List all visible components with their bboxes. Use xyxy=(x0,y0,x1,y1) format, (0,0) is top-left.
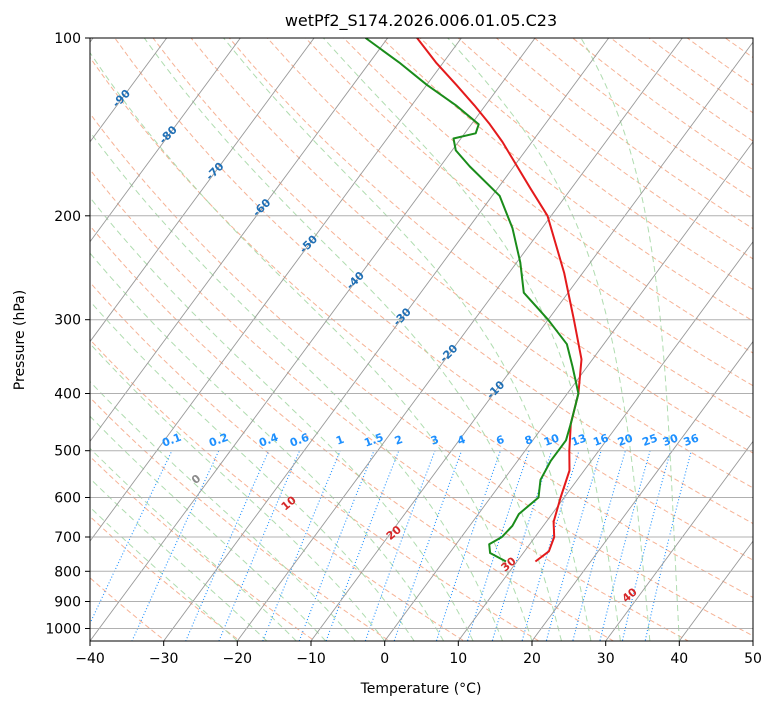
y-tick-label: 600 xyxy=(54,491,81,507)
dry-adiabat-line xyxy=(90,338,466,641)
moist-adiabat-line xyxy=(90,415,327,641)
y-tick-label: 800 xyxy=(54,564,81,580)
mixing-ratio-label: 25 xyxy=(641,432,660,449)
moist-adiabat-line xyxy=(223,38,592,641)
dry-adiabat-line xyxy=(90,577,167,641)
dry-adiabat-line xyxy=(90,56,753,599)
sounding-profiles xyxy=(365,38,583,563)
mixing-ratio-label: 20 xyxy=(616,431,635,449)
y-tick-label: 400 xyxy=(54,387,81,403)
moist-adiabat-line xyxy=(447,38,651,641)
x-tick-label: 50 xyxy=(744,651,762,667)
dry-adiabat-line xyxy=(90,396,391,641)
moist-adiabat-line xyxy=(90,131,503,641)
mixing-ratio-label: 6 xyxy=(494,433,506,448)
dry-adiabat-line xyxy=(304,38,753,387)
mixing-ratio-label: 13 xyxy=(569,432,588,449)
mixing-ratio-label: 8 xyxy=(523,433,535,448)
mixing-ratio-label: 1.5 xyxy=(362,431,385,450)
mixing-ratio-label: 0.2 xyxy=(207,431,230,450)
isotherm-line xyxy=(384,141,753,641)
temperature-profile-line xyxy=(416,38,583,563)
x-axis: −40 −30 −20 −10 0 10 20 30 40 50 xyxy=(75,641,762,667)
moist-adiabat-line xyxy=(323,38,621,641)
isotherm-line xyxy=(310,41,753,641)
mixing-ratio-label: 0.1 xyxy=(160,431,183,450)
dewpoint-profile-line xyxy=(365,38,580,563)
mixing-ratio-label: 10 xyxy=(542,431,561,449)
isotherm-line xyxy=(90,38,462,542)
isotherm-line xyxy=(90,38,389,443)
dry-adiabat-line xyxy=(152,38,753,525)
x-axis-title: Temperature (°C) xyxy=(360,681,482,697)
plot-area xyxy=(90,38,753,641)
moist-adiabat-line xyxy=(90,300,415,641)
moist-adiabat-line xyxy=(143,38,562,641)
moist-adiabat-line xyxy=(90,447,297,641)
y-axis: 1000 900 800 700 600 500 400 300 200 100 xyxy=(45,31,90,638)
x-tick-label: −30 xyxy=(149,651,179,667)
moist-adiabat-line xyxy=(90,51,533,641)
x-tick-label: −40 xyxy=(75,651,105,667)
plot-frame xyxy=(89,37,754,642)
y-tick-label: 300 xyxy=(54,313,81,329)
isotherm-line xyxy=(90,38,315,343)
isotherm-line xyxy=(531,340,753,641)
x-tick-label: 20 xyxy=(523,651,541,667)
x-tick-label: 40 xyxy=(670,651,688,667)
mixing-ratio-label: 36 xyxy=(682,431,701,449)
isotherm-line xyxy=(236,38,683,641)
x-tick-label: −10 xyxy=(296,651,326,667)
mixing-ratio-label: 3 xyxy=(429,433,441,448)
mixing-ratio-label: 0.6 xyxy=(288,431,311,450)
x-tick-label: 0 xyxy=(380,651,389,667)
isotherm-line xyxy=(605,440,753,641)
moist-adiabat-line xyxy=(90,342,386,641)
dry-adiabat-line xyxy=(90,112,753,637)
moist-adiabat-line xyxy=(90,506,238,641)
isotherm-line xyxy=(457,240,753,641)
isotherm-line xyxy=(90,38,536,641)
y-axis-title: Pressure (hPa) xyxy=(12,290,28,390)
mixing-ratio-label: 2 xyxy=(393,433,405,448)
mixing-ratio-label: 4 xyxy=(456,433,468,448)
dry-adiabat-line xyxy=(90,168,690,641)
y-tick-label: 700 xyxy=(54,530,81,546)
moist-adiabat-line xyxy=(90,380,356,641)
dry-adiabat-line xyxy=(266,38,753,420)
moist-adiabat-line xyxy=(90,477,268,641)
mixing-ratio-label: 1 xyxy=(334,433,346,448)
chart-title: wetPf2_S174.2026.006.01.05.C23 xyxy=(285,11,557,31)
pressure-gridlines xyxy=(90,38,753,629)
y-tick-label: 1000 xyxy=(45,622,81,638)
x-tick-label: 30 xyxy=(597,651,615,667)
isotherm-line xyxy=(163,38,610,641)
y-tick-label: 200 xyxy=(54,209,81,225)
x-tick-label: 10 xyxy=(449,651,467,667)
mixing-ratio-label: 0.4 xyxy=(257,431,280,450)
mixing-ratio-label: 30 xyxy=(661,431,680,449)
isotherm-line xyxy=(90,38,241,243)
y-tick-label: 900 xyxy=(54,595,81,611)
y-tick-label: 500 xyxy=(54,444,81,460)
isotherm-line xyxy=(90,38,168,143)
dry-adiabat-line xyxy=(343,38,753,354)
isotherm-line xyxy=(678,540,753,641)
x-tick-label: −20 xyxy=(223,651,253,667)
dry-adiabat-line xyxy=(90,455,316,641)
dry-adiabat-line xyxy=(228,38,753,454)
y-tick-label: 100 xyxy=(54,31,81,47)
moist-adiabat-line xyxy=(580,38,680,641)
mixing-ratio-label: 16 xyxy=(592,431,611,449)
